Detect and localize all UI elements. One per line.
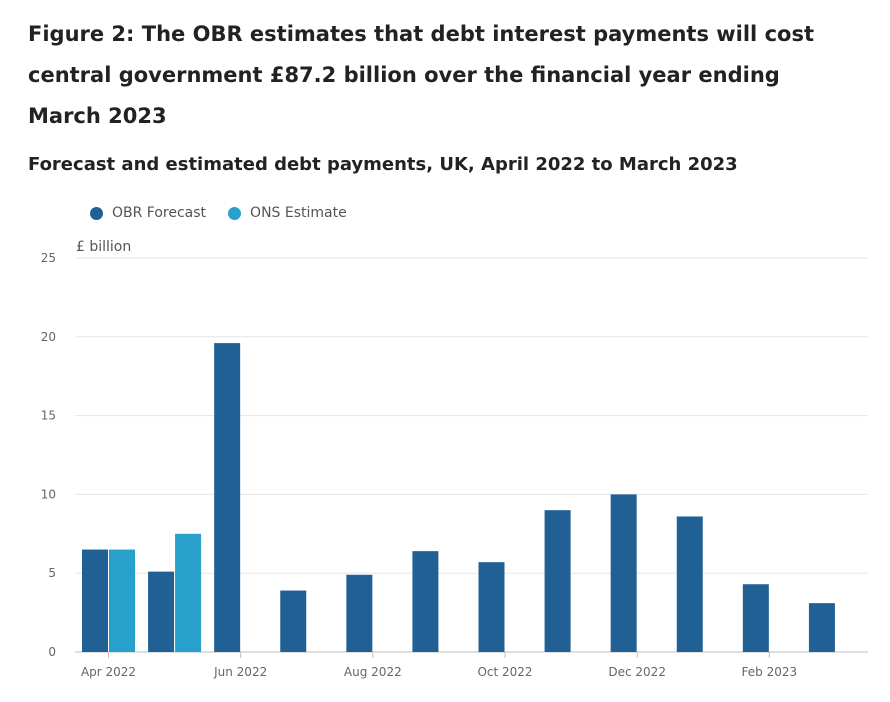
y-tick-label: 20 <box>41 330 56 344</box>
y-tick-label: 0 <box>48 645 56 659</box>
bar-obr-forecast <box>280 590 307 652</box>
y-tick-label: 15 <box>41 409 56 423</box>
legend-label-ons: ONS Estimate <box>250 205 347 221</box>
x-tick-label: Jun 2022 <box>213 665 267 679</box>
x-tick-label: Aug 2022 <box>344 665 402 679</box>
chart-legend: OBR Forecast ONS Estimate <box>90 205 369 221</box>
bar-obr-forecast <box>742 584 769 652</box>
y-tick-label: 25 <box>41 251 56 265</box>
bar-obr-forecast <box>82 549 108 652</box>
legend-item-ons: ONS Estimate <box>228 205 347 221</box>
y-axis-unit-label: £ billion <box>76 239 132 255</box>
y-tick-label: 5 <box>48 566 56 580</box>
legend-item-obr: OBR Forecast <box>90 205 206 221</box>
legend-swatch-obr <box>90 206 103 220</box>
x-tick-label: Apr 2022 <box>81 665 136 679</box>
chart-subtitle: Forecast and estimated debt payments, UK… <box>28 154 738 175</box>
x-tick-label: Feb 2023 <box>742 665 798 679</box>
bar-obr-forecast <box>214 343 241 652</box>
y-tick-label: 10 <box>41 487 56 501</box>
bar-obr-forecast <box>412 551 439 652</box>
legend-swatch-ons <box>228 206 242 220</box>
bar-ons-estimate <box>175 533 202 652</box>
bar-obr-forecast <box>478 562 505 652</box>
bar-ons-estimate <box>109 549 135 652</box>
figure-title: Figure 2: The OBR estimates that debt in… <box>28 22 814 128</box>
x-tick-label: Oct 2022 <box>477 665 532 679</box>
bar-obr-forecast <box>148 571 175 652</box>
x-tick-label: Dec 2022 <box>608 665 666 679</box>
bar-obr-forecast <box>676 516 703 652</box>
bar-obr-forecast <box>808 603 835 652</box>
bar-obr-forecast <box>610 494 637 652</box>
bar-obr-forecast <box>346 574 373 652</box>
legend-label-obr: OBR Forecast <box>112 205 207 221</box>
bar-obr-forecast <box>544 510 571 652</box>
